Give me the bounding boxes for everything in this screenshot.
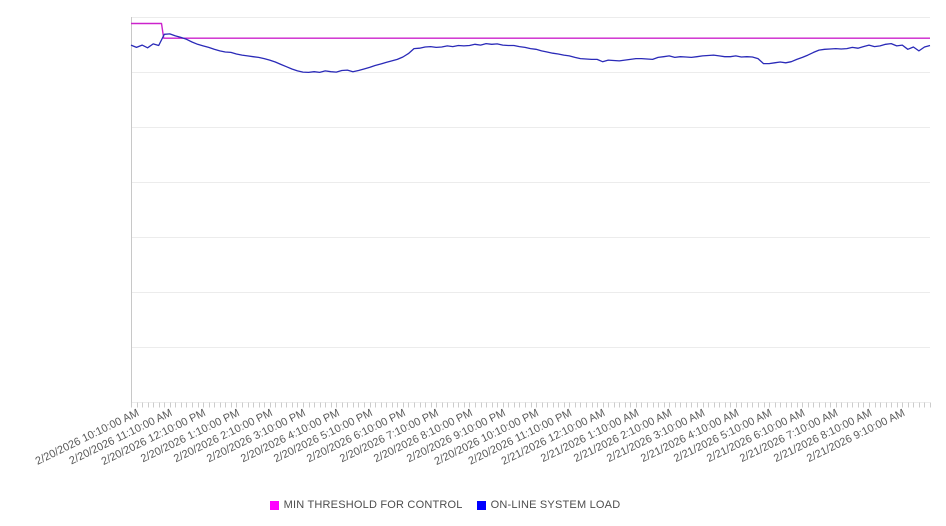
legend-item-online-load[interactable]: ON-LINE SYSTEM LOAD [476, 499, 621, 511]
legend-item-min-threshold[interactable]: MIN THRESHOLD FOR CONTROL [269, 499, 463, 511]
min-threshold-swatch-icon [269, 500, 279, 510]
legend-label-min-threshold: MIN THRESHOLD FOR CONTROL [283, 499, 463, 511]
online-load-swatch-icon [476, 500, 486, 510]
online-system-load-line [130, 33, 931, 74]
legend-label-online-load: ON-LINE SYSTEM LOAD [490, 499, 621, 511]
min-threshold-line [131, 22, 930, 39]
chart-legend: MIN THRESHOLD FOR CONTROL ON-LINE SYSTEM… [0, 499, 946, 511]
chart-canvas [130, 17, 931, 408]
